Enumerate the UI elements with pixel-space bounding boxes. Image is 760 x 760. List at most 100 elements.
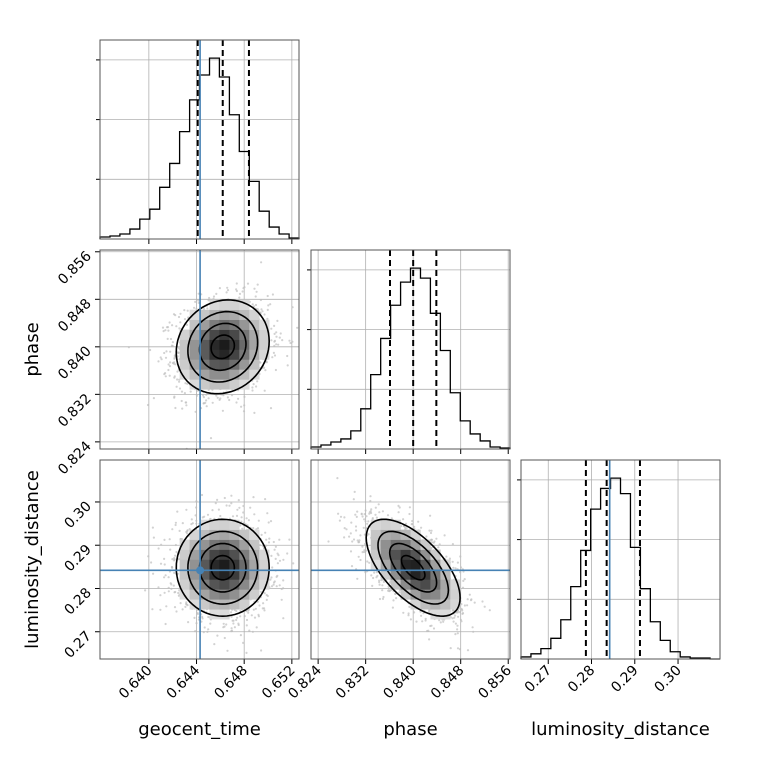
- sample-point: [273, 580, 276, 583]
- sample-point: [361, 515, 364, 518]
- sample-point: [291, 306, 294, 309]
- density-bin: [370, 529, 381, 540]
- sample-point: [286, 552, 289, 555]
- sample-point: [457, 615, 460, 618]
- x-tick-label-geocent_time: 0.644: [164, 662, 204, 702]
- density-bin: [219, 569, 230, 580]
- sample-point: [206, 630, 209, 634]
- sample-point: [178, 327, 181, 330]
- sample-point: [373, 571, 376, 574]
- density-bin: [199, 589, 210, 600]
- sample-point: [422, 612, 425, 615]
- x-tick-label-geocent_time: 0.640: [116, 663, 156, 703]
- density-bin: [440, 559, 451, 570]
- density-bin: [410, 579, 421, 590]
- density-bin: [199, 349, 210, 360]
- sample-point: [170, 344, 173, 347]
- sample-point: [215, 292, 218, 295]
- sample-point: [179, 602, 182, 605]
- density-bin: [239, 539, 250, 550]
- sample-point: [228, 398, 231, 402]
- sample-point: [375, 516, 378, 519]
- sample-point: [459, 571, 462, 574]
- sample-point: [368, 561, 371, 564]
- sample-point: [466, 649, 470, 652]
- panel-geocent_time-vs-geocent_time: [96, 39, 300, 244]
- sample-point: [206, 307, 209, 310]
- sample-point: [195, 522, 198, 525]
- sample-point: [391, 606, 394, 609]
- sample-point: [263, 389, 266, 392]
- sample-point: [273, 354, 277, 357]
- density-bin: [219, 359, 230, 370]
- sample-point: [258, 604, 261, 607]
- sample-point: [451, 617, 454, 620]
- density-bin: [400, 549, 411, 560]
- x-tick-label-geocent_time: 0.648: [211, 663, 251, 703]
- x-axis-title-geocent_time: geocent_time: [138, 719, 261, 740]
- sample-point: [272, 583, 275, 586]
- sample-point: [164, 574, 167, 577]
- sample-point: [175, 610, 178, 613]
- sample-point: [195, 394, 198, 397]
- sample-point: [222, 626, 225, 629]
- sample-point: [456, 628, 459, 631]
- sample-point: [279, 332, 282, 335]
- density-bin: [450, 579, 461, 590]
- sample-point: [270, 554, 273, 558]
- density-bin: [430, 579, 441, 590]
- sample-point: [159, 594, 162, 597]
- sample-point: [201, 516, 204, 519]
- sample-point: [235, 401, 238, 404]
- sample-point: [458, 648, 461, 651]
- sample-point: [242, 511, 245, 514]
- density-bin: [430, 589, 441, 600]
- sample-point: [408, 506, 411, 509]
- sample-point: [157, 360, 160, 363]
- sample-point: [230, 502, 233, 505]
- sample-point: [163, 576, 166, 579]
- sample-point: [265, 544, 268, 547]
- sample-point: [202, 402, 205, 405]
- sample-point: [252, 608, 255, 611]
- sample-point: [195, 519, 198, 522]
- sample-point: [169, 361, 172, 364]
- contour-geocent_time-luminosity_distance-0: [210, 554, 236, 581]
- sample-point: [336, 477, 339, 480]
- sample-point: [460, 566, 463, 569]
- sample-point: [173, 396, 176, 399]
- contour-geocent_time-phase-2: [187, 310, 259, 383]
- sample-point: [160, 358, 163, 361]
- sample-point: [413, 611, 416, 614]
- sample-point: [374, 513, 377, 516]
- histogram-luminosity_distance: [520, 477, 720, 660]
- sample-point: [167, 586, 170, 589]
- sample-point: [174, 554, 177, 557]
- density-bin: [239, 559, 250, 570]
- sample-point: [263, 609, 266, 612]
- sample-point: [451, 609, 454, 612]
- sample-point: [257, 615, 260, 618]
- sample-point: [270, 339, 273, 342]
- sample-point: [281, 339, 284, 342]
- density-bin: [259, 559, 270, 570]
- sample-point: [212, 295, 216, 298]
- sample-point: [196, 611, 199, 615]
- density-bin: [390, 529, 401, 540]
- sample-point: [289, 341, 292, 345]
- x-tick-label-phase: 0.832: [333, 663, 373, 703]
- panel-frame: [99, 459, 300, 660]
- contour-phase-luminosity_distance-1: [388, 542, 438, 593]
- sample-point: [242, 504, 245, 508]
- y-tick-label-phase: 0.832: [55, 391, 95, 431]
- density-bin: [400, 559, 411, 570]
- sample-point: [459, 618, 462, 622]
- density-bin: [189, 579, 200, 590]
- sample-point: [378, 579, 381, 582]
- sample-point: [408, 512, 411, 516]
- sample-point: [205, 405, 208, 408]
- sample-point: [365, 527, 368, 530]
- density-bin: [370, 559, 381, 570]
- sample-point: [448, 557, 451, 560]
- sample-point: [338, 519, 341, 522]
